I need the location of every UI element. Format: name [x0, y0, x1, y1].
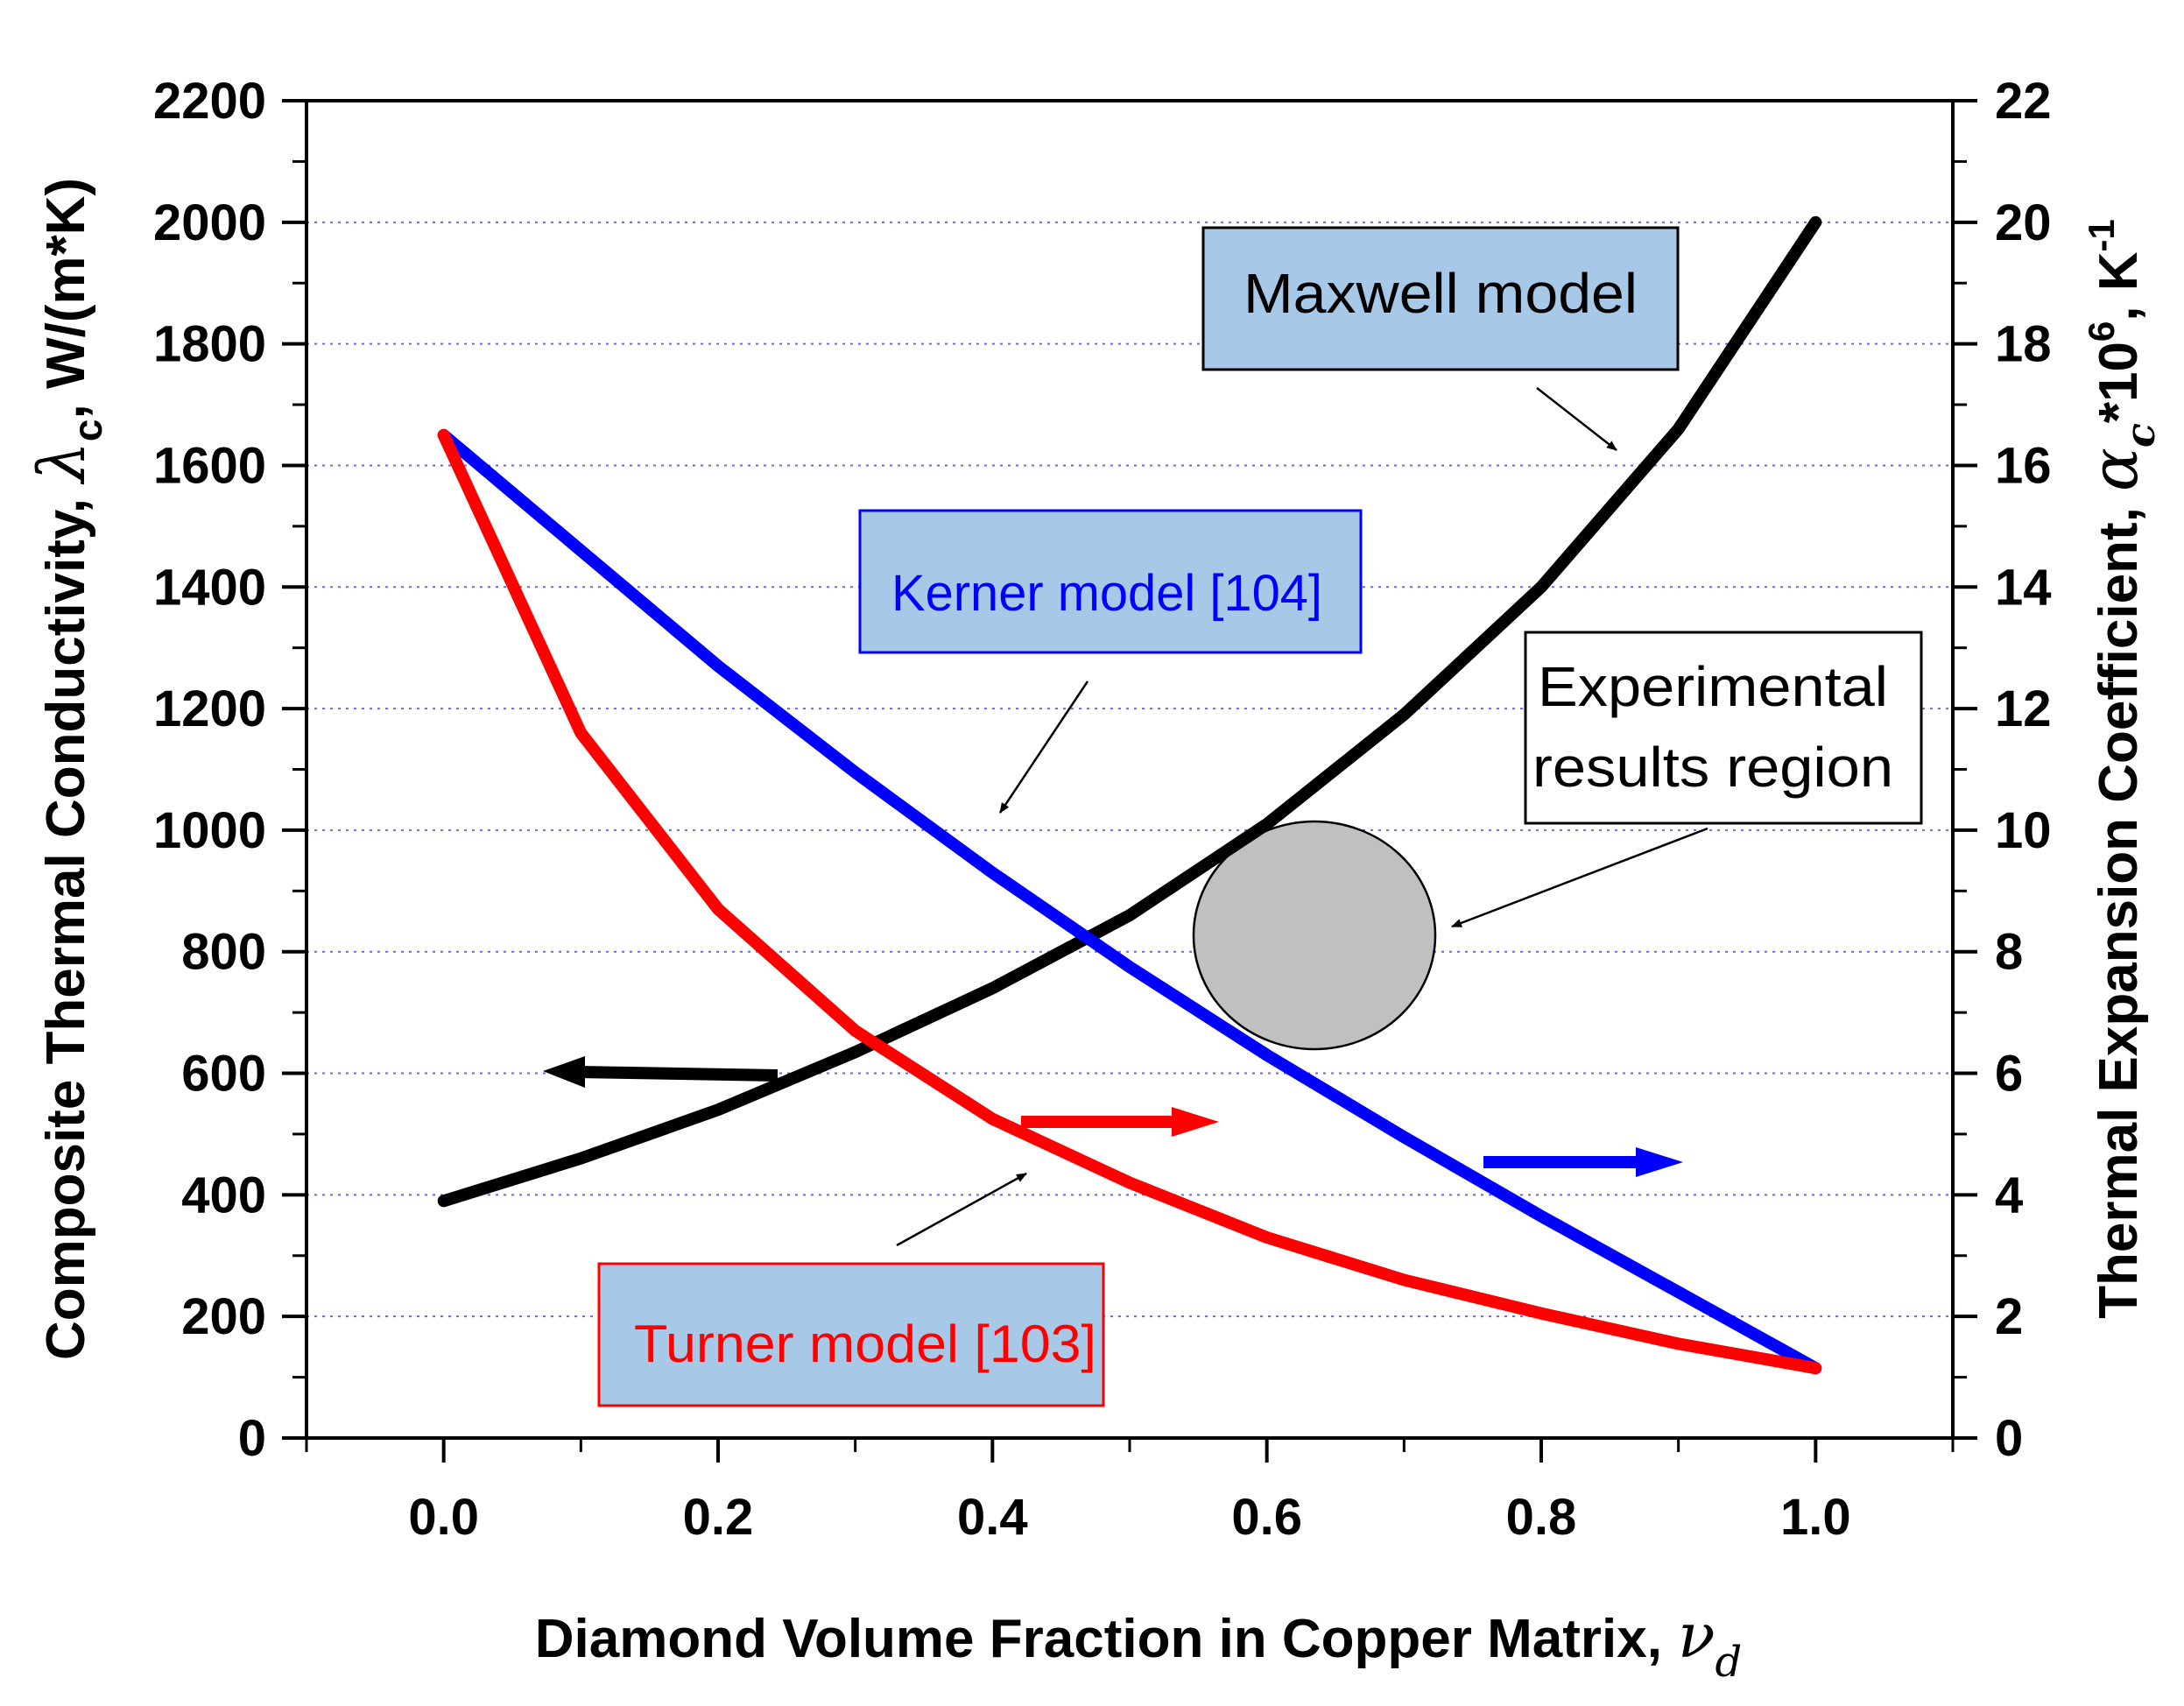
y-right-tick-label: 18: [1995, 316, 2052, 373]
y-left-tick-label: 600: [181, 1046, 266, 1103]
y-left-tick-label: 200: [181, 1288, 266, 1345]
y-right-tick-label: 12: [1995, 680, 2052, 737]
kerner-label-box: Kerner model [104]: [858, 509, 1363, 654]
x-tick-label: 0.0: [408, 1489, 479, 1546]
y-left-tick-label: 1600: [153, 437, 266, 494]
x-axis-title-text: Diamond Volume Fraction in Copper Matrix…: [535, 1609, 1662, 1669]
y-left-tick-label: 1200: [153, 680, 266, 737]
kerner-axis-arrow: [1483, 1147, 1683, 1177]
y-left-tick-labels: 0 200 400 600 800 1000 1200 1400 1600 1800 2000 220…: [153, 73, 266, 1467]
y-left-tick-label: 800: [181, 924, 266, 981]
experimental-label-line1: Experimental: [1538, 655, 1888, 718]
y-right-tick-label: 10: [1995, 802, 2052, 859]
series-layer: [437, 215, 1822, 1375]
x-axis-title-subscript: d: [1715, 1638, 1743, 1687]
y-left-axis-title-subscript: c: [65, 419, 110, 441]
experimental-region: [1192, 820, 1437, 1051]
y-right-tick-label: 14: [1995, 559, 2052, 616]
y-left-axis-title: Composite Thermal Conductivity, λc, W/(m*…: [25, 178, 110, 1360]
y-right-tick-label: 4: [1995, 1167, 2023, 1223]
x-tick-label: 0.4: [957, 1489, 1028, 1546]
x-axis-title-symbol: ν: [1678, 1600, 1715, 1672]
maxwell-leader-arrow: [1536, 387, 1617, 451]
y-left-tick-label: 0: [238, 1410, 266, 1467]
y-right-tick-labels: 0 2 4 6 8 10 12 14 16 18 20 22: [1995, 73, 2052, 1467]
y-right-tick-label: 16: [1995, 437, 2052, 494]
maxwell-label-box: Maxwell model: [1201, 226, 1680, 371]
y-right-axis-title-symbol: α: [2077, 448, 2152, 491]
y-right-tick-label: 6: [1995, 1046, 2023, 1103]
maxwell-label: Maxwell model: [1243, 262, 1638, 325]
turner-axis-arrow: [1021, 1107, 1219, 1137]
y-left-tick-label: 2200: [153, 73, 266, 130]
y-right-tick-label: 8: [1995, 924, 2023, 981]
turner-leader-arrow: [896, 1172, 1027, 1247]
y-left-axis-title-symbol: λ: [25, 441, 100, 485]
x-tick-label: 0.6: [1231, 1489, 1302, 1546]
experimental-leader-arrow: [1451, 827, 1708, 928]
y-right-axis-title-text: Thermal Expansion Coefficient,: [2089, 507, 2149, 1319]
turner-label-box: Turner model [103]: [597, 1262, 1105, 1407]
maxwell-axis-arrow: [543, 1056, 778, 1088]
x-tick-labels: 0.0 0.2 0.4 0.6 0.8 1.0: [408, 1489, 1850, 1546]
y-right-axis-title-subscript: c: [2117, 423, 2164, 448]
tick-marks: [282, 99, 1977, 1463]
y-left-tick-label: 1800: [153, 316, 266, 373]
y-right-tick-label: 0: [1995, 1410, 2023, 1467]
y-right-axis-title-unit-sup: 6: [2081, 321, 2122, 342]
y-left-tick-label: 400: [181, 1167, 266, 1223]
y-right-axis-title: Thermal Expansion Coefficient, αc*106, K-…: [2077, 219, 2164, 1319]
kerner-leader-arrow: [998, 680, 1089, 814]
y-right-axis-title-unit-pre: *10: [2089, 342, 2149, 423]
experimental-label-box: Experimental results region: [1524, 631, 1923, 825]
turner-label: Turner model [103]: [634, 1315, 1096, 1373]
x-axis-title: Diamond Volume Fraction in Copper Matrix…: [535, 1600, 1743, 1687]
y-left-axis-title-text: Composite Thermal Conductivity,: [36, 498, 96, 1360]
y-right-axis-title-unit-sup2: -1: [2081, 219, 2122, 251]
y-right-tick-label: 20: [1995, 194, 2052, 251]
x-tick-label: 1.0: [1780, 1489, 1851, 1546]
y-left-axis-title-unit: , W/(m*K): [36, 178, 96, 419]
x-tick-label: 0.8: [1506, 1489, 1577, 1546]
y-left-tick-label: 1400: [153, 559, 266, 616]
x-tick-label: 0.2: [683, 1489, 754, 1546]
kerner-label: Kerner model [104]: [891, 565, 1322, 622]
y-right-tick-label: 2: [1995, 1288, 2023, 1345]
y-right-tick-label: 22: [1995, 73, 2052, 130]
y-left-tick-label: 2000: [153, 194, 266, 251]
experimental-label-line2: results region: [1532, 736, 1893, 799]
y-right-axis-title-unit-post: , K: [2089, 251, 2149, 321]
y-left-tick-label: 1000: [153, 802, 266, 859]
